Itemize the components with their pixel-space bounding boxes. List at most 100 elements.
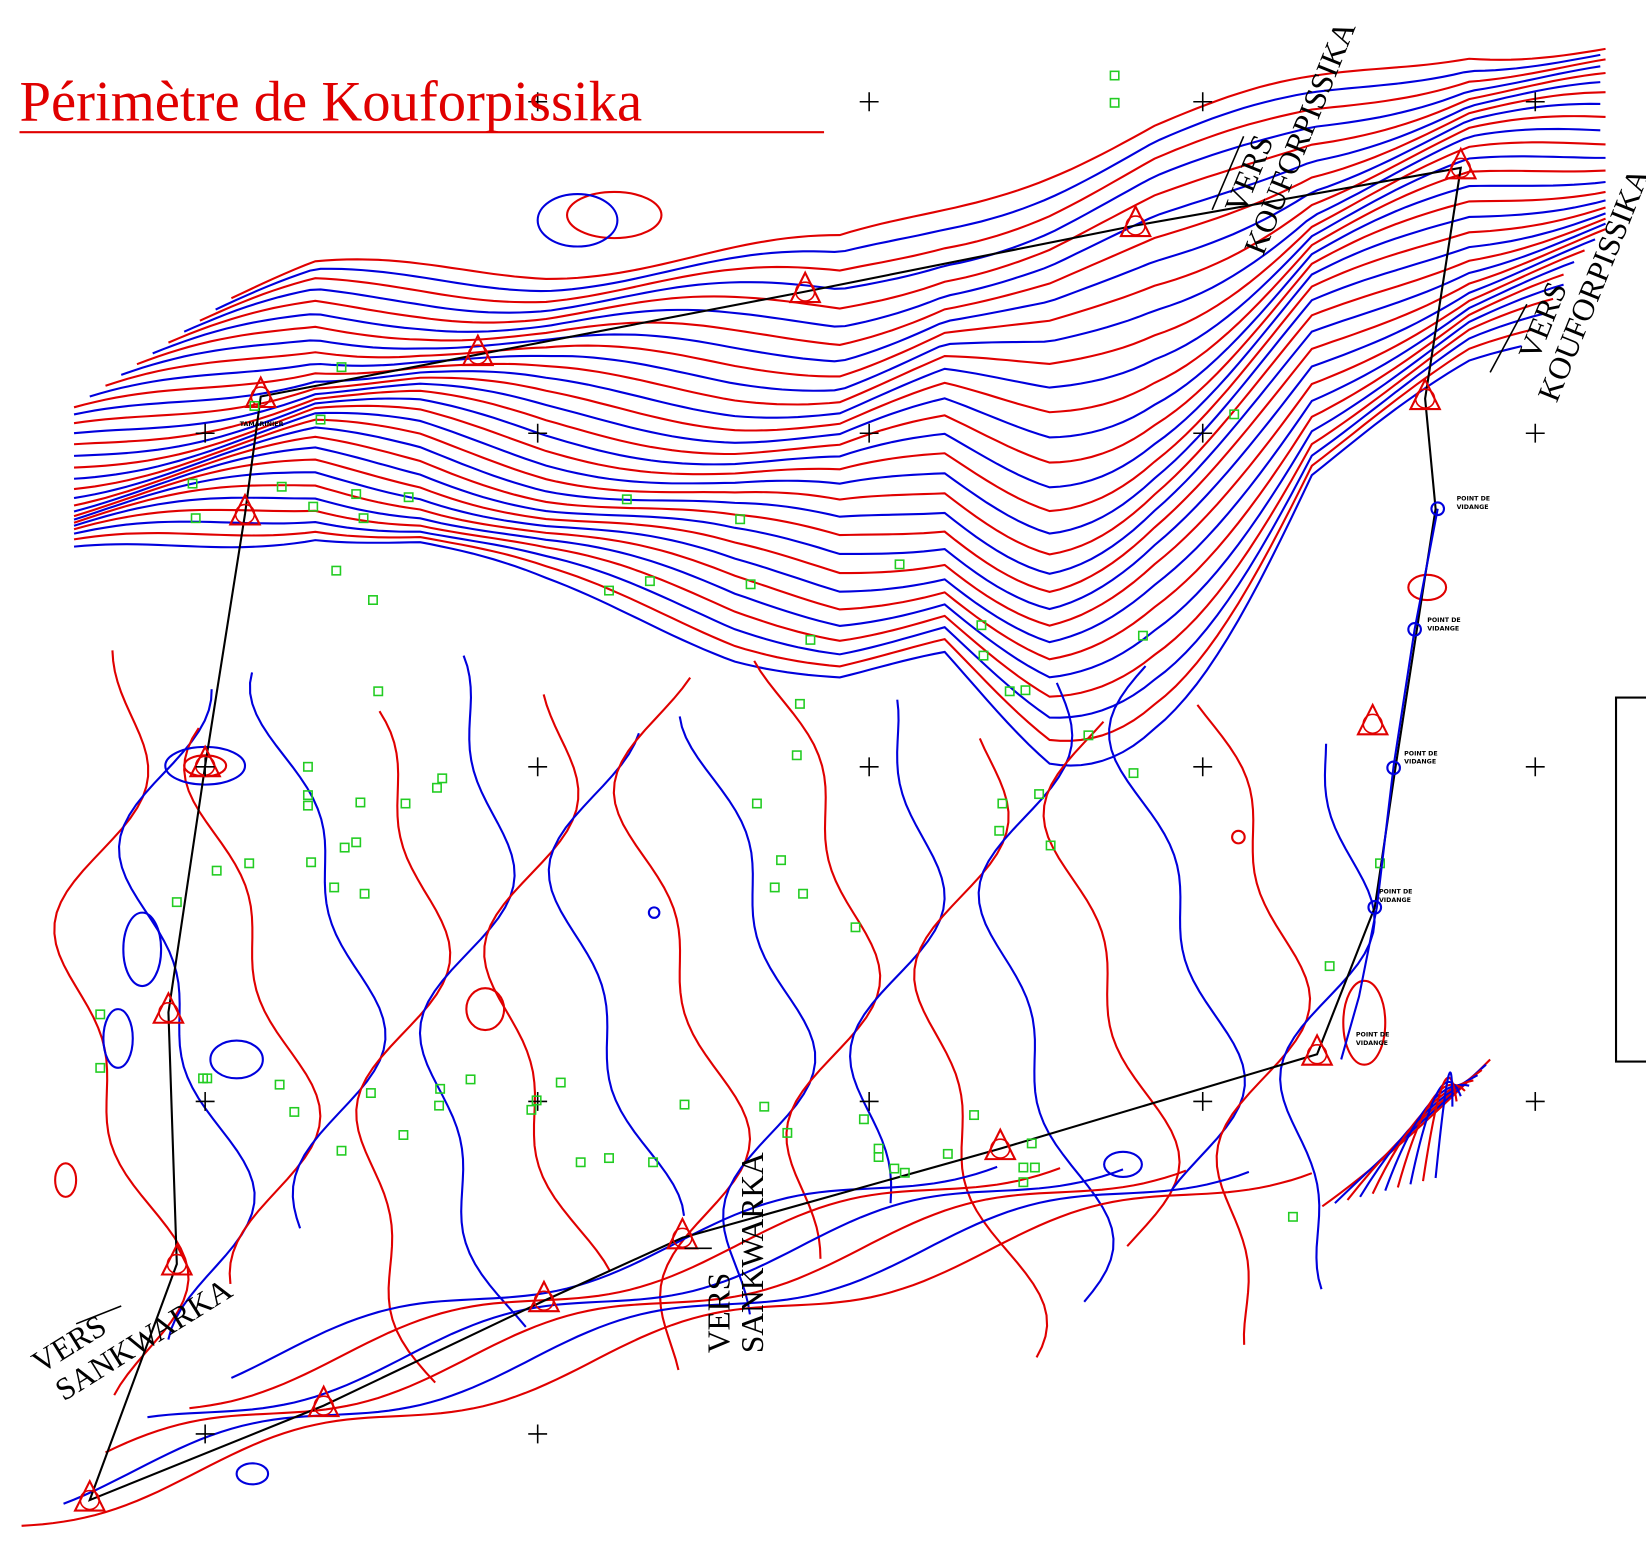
tree-marker (576, 1158, 584, 1166)
landmark-label: TAMARINIER (240, 421, 284, 428)
tree-marker (173, 898, 181, 906)
contour-line (22, 1173, 1312, 1526)
grid-cross (860, 424, 879, 443)
drain-label: POINT DE VIDANGE (1457, 495, 1491, 510)
contour-loop (1232, 831, 1245, 844)
tree-marker (275, 1080, 283, 1088)
tree-marker (1129, 769, 1137, 777)
grid-cross (1526, 1092, 1545, 1111)
tree-marker (369, 596, 377, 604)
tree-marker (435, 1101, 443, 1109)
tree-marker (433, 784, 441, 792)
tree-marker (646, 577, 654, 585)
drain-line2: VIDANGE (1457, 504, 1489, 511)
tree-marker (332, 566, 340, 574)
tree-marker (401, 799, 409, 807)
tree-marker (895, 560, 903, 568)
drain-line2: VIDANGE (1427, 625, 1459, 632)
contour-line (356, 711, 450, 1382)
contour-line (74, 275, 1564, 660)
tree-marker (399, 1131, 407, 1139)
survey-circle (1363, 714, 1382, 733)
grid-cross (860, 1092, 879, 1111)
drain-line2: VIDANGE (1356, 1040, 1388, 1047)
tree-marker (753, 799, 761, 807)
grid-cross (1193, 1092, 1212, 1111)
tree-marker (245, 859, 253, 867)
contour-line (420, 656, 526, 1327)
tree-marker (1325, 962, 1333, 970)
route-line2: SANKWARKA (735, 1152, 770, 1353)
grid-cross (528, 757, 547, 776)
grid-cross (528, 1425, 547, 1444)
tree-marker (1110, 99, 1118, 107)
contour-line (484, 694, 610, 1271)
grid-cross (1526, 757, 1545, 776)
tree-marker (557, 1078, 565, 1086)
contours (22, 49, 1606, 1526)
survey-point (1302, 1035, 1331, 1064)
contour-loop (103, 1009, 132, 1068)
contour-loop (237, 1463, 268, 1484)
tree-marker (360, 890, 368, 898)
contour-loop (1408, 575, 1446, 600)
contour-line (914, 738, 1047, 1357)
tree-marker (330, 883, 338, 891)
contour-loop (55, 1163, 76, 1197)
contour-loop (210, 1041, 262, 1079)
tree-marker (760, 1102, 768, 1110)
drain-line1: POINT DE (1457, 495, 1491, 502)
contour-line (64, 1172, 1249, 1504)
tree-marker (793, 751, 801, 759)
tree-marker (337, 1147, 345, 1155)
tree-marker (680, 1100, 688, 1108)
survey-point (1358, 705, 1387, 734)
tree-marker (374, 687, 382, 695)
tree-marker (874, 1153, 882, 1161)
survey-point (986, 1130, 1015, 1159)
grid-cross (1526, 424, 1545, 443)
contour-loop (1104, 1152, 1142, 1177)
drain-line1: POINT DE (1379, 889, 1413, 896)
tree-marker (1031, 1163, 1039, 1171)
tree-marker (96, 1010, 104, 1018)
tree-marker (367, 1089, 375, 1097)
contour-loop (123, 913, 161, 986)
grid-cross (860, 757, 879, 776)
tree-marker (304, 763, 312, 771)
contour-loop (466, 988, 504, 1030)
contour-loop (649, 907, 659, 917)
contour-line (979, 683, 1114, 1302)
tree-marker (605, 1154, 613, 1162)
tree-marker (874, 1144, 882, 1152)
contour-line (250, 672, 385, 1228)
grid-cross (528, 424, 547, 443)
contour-line (74, 314, 1543, 718)
route-line1: VERS (702, 1273, 737, 1353)
contour-line (850, 700, 945, 1204)
tree-marker (309, 502, 317, 510)
drain-line2: VIDANGE (1379, 897, 1411, 904)
drain-line1: POINT DE (1427, 617, 1461, 624)
page: Périmètre de Kouforpissika VERS KOUFORPI… (0, 0, 1646, 1542)
tree-marker (307, 858, 315, 866)
tree-marker (290, 1108, 298, 1116)
drain-line1: POINT DE (1404, 750, 1438, 757)
contour-line (614, 678, 750, 1370)
tree-marker (356, 798, 364, 806)
tree-marker (304, 801, 312, 809)
tree-marker (1110, 71, 1118, 79)
tree-marker (96, 1064, 104, 1072)
legend-box (1616, 698, 1646, 1062)
tree-marker (278, 483, 286, 491)
tree-marker (970, 1111, 978, 1119)
drain-label: POINT DEVIDANGE (1379, 889, 1413, 904)
contour-line (754, 661, 880, 1259)
map: Périmètre de Kouforpissika VERS KOUFORPI… (0, 0, 1646, 1542)
contour-line (1109, 666, 1245, 1190)
tree-marker (1289, 1213, 1297, 1221)
contour-loop (1343, 981, 1385, 1065)
contour-loop (538, 194, 618, 246)
tree-marker (860, 1115, 868, 1123)
